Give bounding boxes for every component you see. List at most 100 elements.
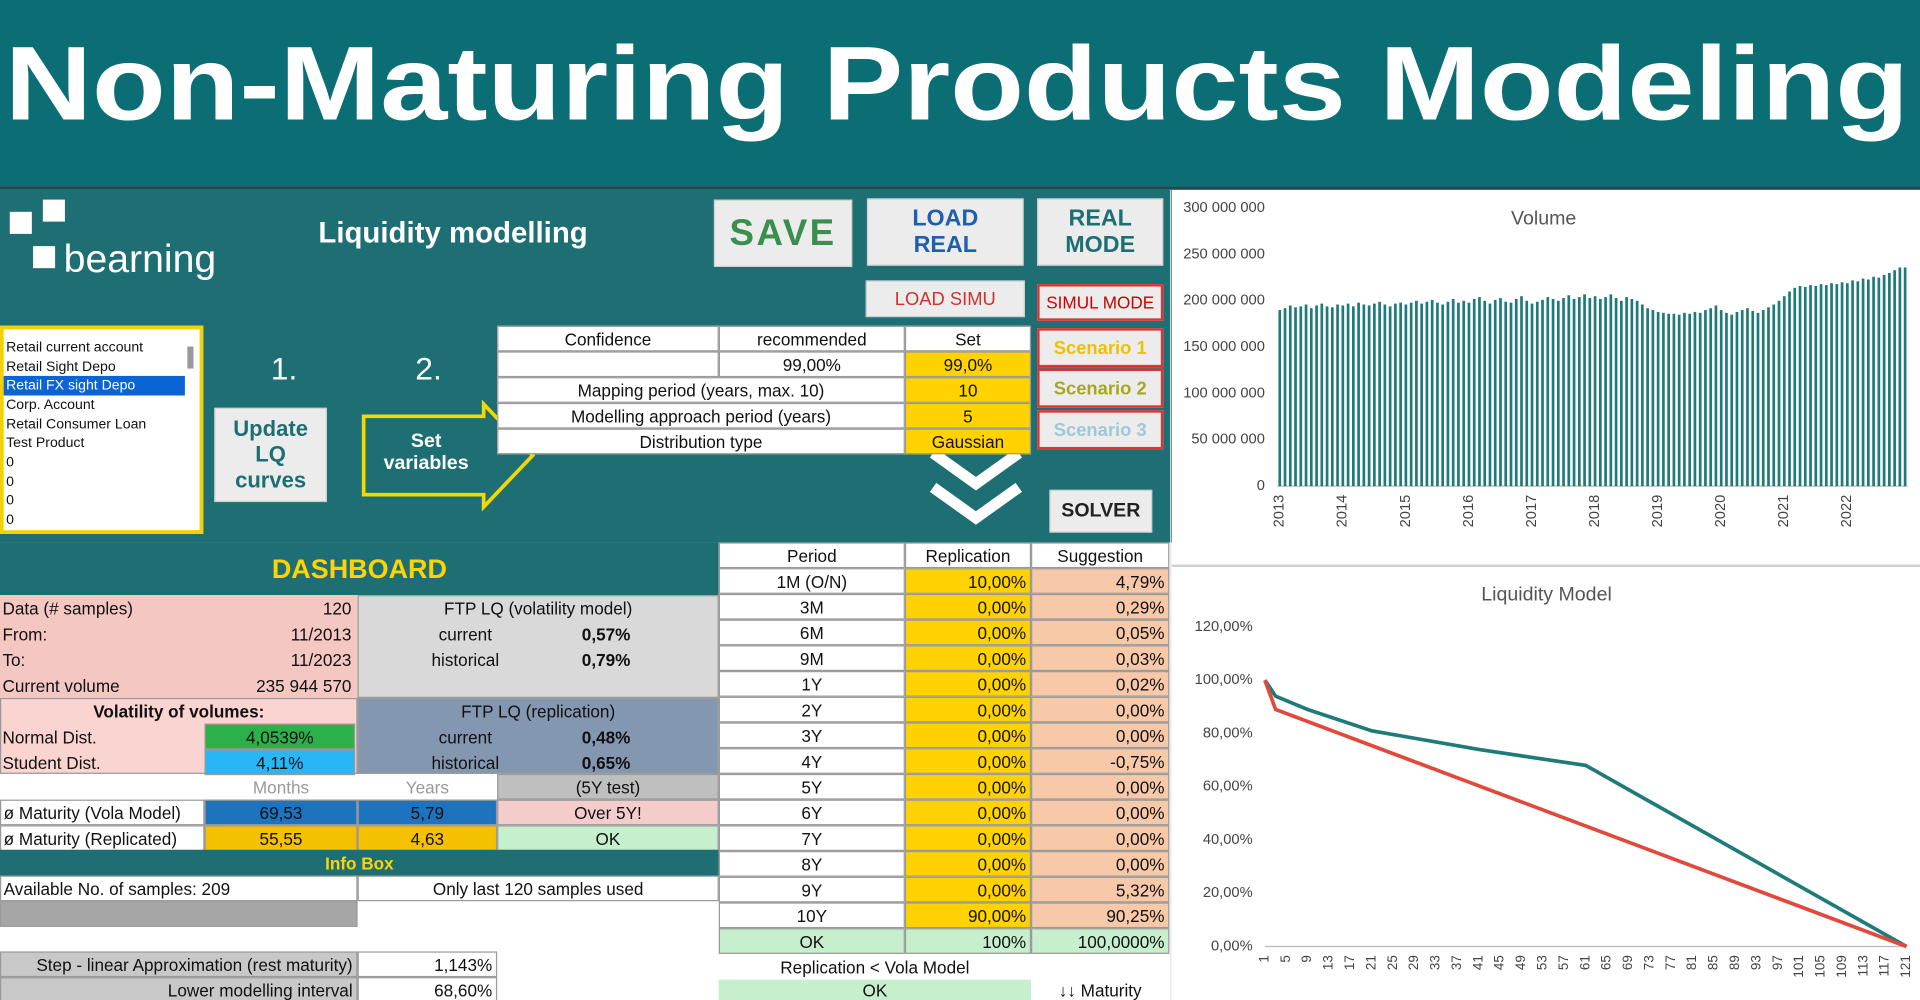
rows: 0,03% — [1031, 645, 1170, 672]
bar — [1336, 304, 1339, 487]
bar — [1283, 308, 1287, 487]
x-tick-label: 2021 — [1776, 495, 1792, 528]
product-list[interactable]: Retail current account — [6, 340, 144, 355]
x-tick-label: 2017 — [1524, 495, 1540, 528]
bar — [1436, 302, 1439, 487]
bar — [1299, 306, 1303, 487]
bar — [1362, 304, 1366, 487]
bar — [1898, 267, 1902, 487]
rows: 0,00% — [904, 825, 1032, 852]
bar — [1488, 303, 1492, 487]
product-list[interactable]: Retail Consumer Loan — [6, 417, 147, 432]
x-tick-label: 57 — [1556, 955, 1571, 970]
x-tick-label: 49 — [1513, 955, 1528, 970]
rows: 7Y — [718, 825, 905, 852]
bar — [1620, 300, 1623, 487]
bar — [1525, 300, 1529, 487]
header: Replication — [904, 542, 1032, 569]
label: From: — [2, 623, 48, 644]
headers: (5Y test) — [497, 773, 719, 800]
y-tick-label: 250 000 000 — [1183, 246, 1265, 262]
x-tick-label: 41 — [1470, 955, 1485, 970]
y-tick-label: 100,00% — [1195, 672, 1253, 688]
bar — [1404, 304, 1408, 487]
x-tick-label: 2014 — [1335, 495, 1351, 528]
value: 0,65% — [581, 752, 631, 773]
y-tick-label: 50 000 000 — [1191, 432, 1265, 448]
load-real[interactable]: LOAD REAL — [866, 198, 1024, 266]
simul-mode[interactable]: SIMUL MODE — [1037, 284, 1164, 321]
x-tick-label: 73 — [1641, 955, 1656, 970]
header-band — [0, 0, 1920, 187]
real-mode[interactable]: REAL MODE — [1037, 198, 1164, 266]
rows: 8Y — [718, 851, 905, 877]
rows: 0,05% — [1031, 619, 1170, 646]
bar — [1872, 276, 1875, 487]
bar — [1888, 273, 1891, 487]
cell-bg — [357, 595, 719, 698]
product-list[interactable]: 0 — [6, 494, 14, 509]
x-tick-label: 17 — [1342, 955, 1357, 970]
load-simu[interactable]: LOAD SIMU — [865, 280, 1025, 318]
bar — [1740, 310, 1744, 487]
x-tick-label: 117 — [1877, 955, 1892, 976]
rows: 0,00% — [904, 799, 1032, 826]
bar — [1861, 278, 1865, 487]
bar — [1625, 297, 1628, 487]
value: 235 944 570 — [256, 675, 352, 695]
bar — [1903, 267, 1907, 487]
rows: -0,75% — [1031, 748, 1170, 774]
cell-bg — [0, 901, 358, 927]
bar — [1683, 312, 1686, 487]
bar — [1535, 301, 1539, 487]
y-tick-label: 20,00% — [1203, 885, 1253, 901]
bar — [1520, 296, 1523, 487]
product-list — [0, 325, 204, 534]
set: Gaussian — [904, 428, 1032, 455]
bar — [1866, 279, 1870, 487]
bar — [1882, 274, 1886, 487]
header-rule — [0, 186, 1920, 190]
product-list[interactable]: Retail Sight Depo — [6, 359, 116, 375]
title: Volatility of volumes: — [93, 701, 265, 721]
solver[interactable]: SOLVER — [1049, 489, 1153, 533]
recommended: 99,00% — [718, 351, 905, 378]
product-list[interactable]: Test Product — [6, 436, 85, 452]
title: Info Box — [0, 849, 719, 876]
bar — [1656, 311, 1660, 487]
product-list[interactable]: Corp. Account — [6, 397, 95, 413]
bar — [1373, 303, 1376, 487]
bar — [1493, 299, 1497, 487]
product-list[interactable]: 0 — [6, 455, 14, 471]
set-variables[interactable]: Set variables — [383, 430, 469, 474]
product-list[interactable]: Retail FX sight Depo — [3, 376, 185, 396]
bar — [1351, 306, 1355, 487]
value: 0,79% — [581, 649, 631, 670]
product-list[interactable]: 0 — [6, 513, 14, 528]
scenario-3[interactable]: Scenario 3 — [1037, 410, 1164, 450]
years: 4,63 — [357, 825, 498, 852]
update[interactable]: Update LQ curves — [214, 407, 327, 503]
rows: 5,32% — [1031, 876, 1170, 903]
title: FTP LQ (replication) — [461, 701, 616, 721]
label: Current volume — [2, 675, 120, 695]
bar — [1562, 298, 1565, 487]
rows: 0,29% — [1031, 593, 1170, 620]
scenario-1[interactable]: Scenario 1 — [1037, 328, 1164, 368]
scenario-2[interactable]: Scenario 2 — [1037, 368, 1164, 408]
bar — [1315, 305, 1318, 487]
bar — [1472, 298, 1476, 487]
x-tick-label: 81 — [1684, 955, 1699, 970]
headers: Years — [405, 776, 449, 797]
label: ø Maturity (Vola Model) — [0, 799, 205, 826]
set: 99,0% — [904, 351, 1032, 378]
y-tick-label: 120,00% — [1195, 619, 1253, 635]
bar — [1746, 308, 1749, 487]
bar — [1735, 311, 1739, 487]
rows: 0,00% — [1031, 851, 1170, 877]
chevron — [929, 482, 1022, 525]
save[interactable]: SAVE — [713, 199, 853, 267]
bar — [1309, 308, 1313, 487]
product-list[interactable]: 0 — [6, 474, 14, 490]
